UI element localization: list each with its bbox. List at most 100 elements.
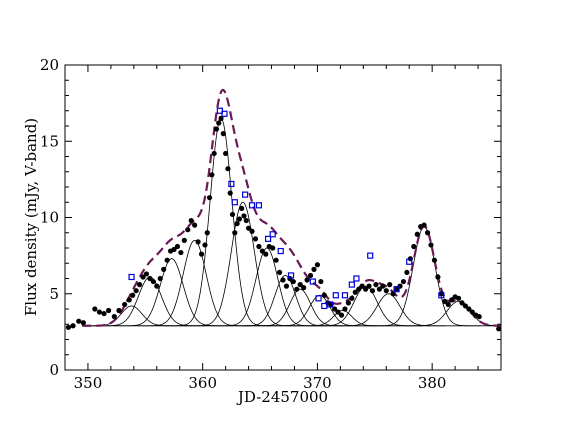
data-point [442, 298, 448, 304]
data-point [92, 306, 98, 312]
data-point [234, 221, 240, 227]
data-point [304, 277, 310, 283]
data-point [236, 216, 242, 222]
data-point [232, 230, 238, 236]
data-point [449, 297, 455, 303]
square-point [406, 258, 413, 265]
data-point [164, 257, 170, 263]
data-point [198, 251, 205, 257]
x-tick-label: 380 [418, 374, 447, 392]
data-point [157, 275, 163, 282]
data-point [342, 306, 348, 312]
data-point [174, 243, 181, 250]
square-point [309, 278, 316, 285]
y-tick-label: 0 [49, 361, 59, 379]
data-point [270, 245, 276, 251]
data-point [387, 282, 393, 288]
data-point [459, 300, 465, 306]
data-point [202, 242, 208, 248]
observed-points [65, 115, 502, 332]
data-point [390, 291, 396, 297]
data-point [294, 286, 300, 292]
data-point [206, 195, 213, 201]
data-point [229, 211, 236, 218]
data-point [195, 239, 201, 245]
data-point [259, 248, 265, 254]
data-point [136, 282, 143, 288]
square-point [128, 273, 135, 281]
data-point [421, 222, 427, 228]
data-point [356, 286, 362, 292]
y-tick-label: 10 [40, 209, 59, 227]
data-point [283, 283, 290, 289]
data-point [476, 314, 482, 320]
data-point [352, 289, 358, 295]
data-point [462, 303, 469, 309]
y-tick-label: 5 [49, 285, 59, 303]
data-point [431, 257, 438, 263]
square-point [228, 180, 235, 188]
data-point [335, 309, 341, 315]
data-point [252, 236, 259, 242]
square-point [315, 295, 322, 302]
data-point [393, 286, 400, 292]
data-point [469, 309, 475, 315]
square-point [269, 231, 276, 238]
data-point [301, 285, 307, 291]
data-point [116, 307, 122, 314]
data-point [106, 307, 112, 314]
data-point [318, 278, 324, 285]
data-point [243, 217, 249, 224]
data-point [211, 150, 217, 157]
square-point [348, 281, 355, 288]
data-point [273, 257, 279, 263]
square-point [332, 292, 339, 299]
data-point [349, 295, 355, 301]
square-point [242, 191, 249, 198]
square-point [255, 202, 263, 209]
data-point [332, 306, 338, 312]
data-point [130, 292, 136, 298]
data-point [143, 271, 150, 277]
data-point [223, 150, 229, 157]
square-point [248, 202, 256, 209]
data-point [369, 288, 376, 294]
data-point [297, 282, 303, 288]
data-point [400, 278, 407, 285]
data-point [338, 312, 345, 318]
data-point [280, 277, 286, 283]
data-point [65, 324, 72, 330]
data-point [185, 227, 191, 233]
y-axis-label: Flux density (mJy, V-band) [22, 118, 40, 316]
square-point [393, 286, 400, 293]
data-point [209, 172, 215, 178]
data-point [249, 228, 255, 234]
data-point [438, 291, 444, 297]
data-point [213, 126, 220, 132]
square-point [353, 275, 360, 282]
data-point [101, 310, 107, 317]
data-point [133, 288, 139, 294]
data-point [411, 243, 417, 250]
data-point [147, 275, 153, 282]
data-point [263, 251, 269, 257]
data-point [404, 269, 410, 275]
data-point [359, 283, 365, 289]
square-point [277, 247, 284, 255]
x-tick-label: 360 [188, 374, 217, 392]
data-point [225, 166, 231, 172]
x-tick-label: 370 [303, 374, 332, 392]
square-point [287, 272, 295, 279]
square-point [341, 292, 349, 299]
data-point [140, 274, 146, 280]
data-point [307, 272, 314, 279]
data-point [161, 266, 167, 272]
data-point [111, 314, 117, 320]
data-point [178, 249, 184, 256]
data-point [380, 283, 386, 289]
data-point [383, 288, 389, 294]
data-point [220, 131, 226, 137]
data-point [80, 320, 86, 326]
